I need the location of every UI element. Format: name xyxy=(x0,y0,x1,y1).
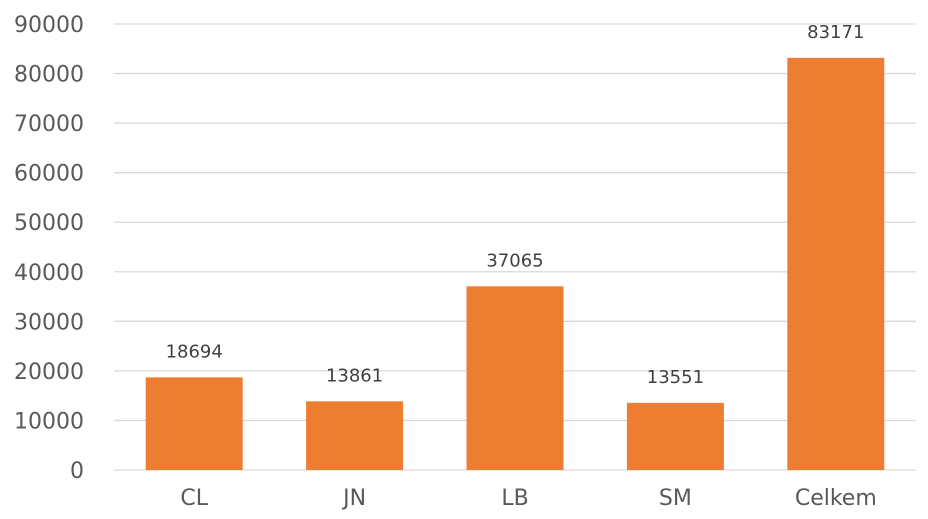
data-label-cl: 18694 xyxy=(166,341,223,362)
y-tick-label: 60000 xyxy=(14,162,84,187)
y-tick-label: 70000 xyxy=(14,112,84,137)
y-tick-label: 10000 xyxy=(14,409,84,434)
bar-celkem xyxy=(787,57,885,470)
x-tick-label-jn: JN xyxy=(341,486,366,511)
y-tick-label: 40000 xyxy=(14,261,84,286)
bar-jn xyxy=(306,401,404,470)
x-axis: CL JN LB SM Celkem xyxy=(180,486,876,511)
data-labels: 18694 13861 37065 13551 83171 xyxy=(166,22,865,388)
y-tick-label: 80000 xyxy=(14,63,84,88)
y-tick-label: 50000 xyxy=(14,211,84,236)
bar-sm xyxy=(626,402,724,470)
data-label-sm: 13551 xyxy=(647,367,704,388)
data-label-celkem: 83171 xyxy=(807,22,864,43)
y-tick-label: 20000 xyxy=(14,360,84,385)
x-tick-label-lb: LB xyxy=(501,486,528,511)
bar-cl xyxy=(145,377,243,470)
data-label-jn: 13861 xyxy=(326,365,383,386)
y-tick-label: 0 xyxy=(70,459,84,484)
x-tick-label-celkem: Celkem xyxy=(795,486,877,511)
bars xyxy=(145,57,885,470)
x-tick-label-cl: CL xyxy=(180,486,208,511)
x-tick-label-sm: SM xyxy=(659,486,692,511)
data-label-lb: 37065 xyxy=(486,250,543,271)
y-tick-label: 90000 xyxy=(14,13,84,38)
y-tick-label: 30000 xyxy=(14,310,84,335)
gridlines xyxy=(114,23,916,471)
y-axis: 0 10000 20000 30000 40000 50000 60000 70000 8000… xyxy=(14,13,84,484)
bar-lb xyxy=(466,286,564,470)
